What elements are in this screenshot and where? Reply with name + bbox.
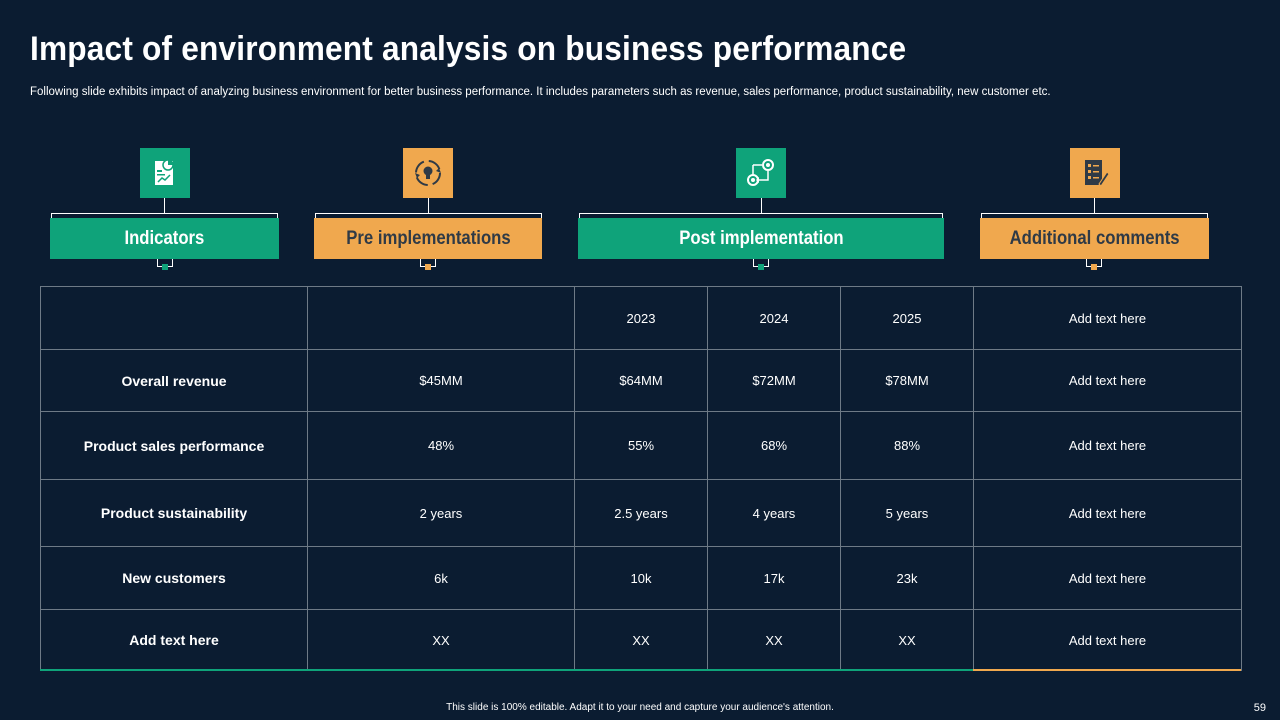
- document-chart-icon: [140, 148, 190, 198]
- pre-cell: 2 years: [307, 479, 575, 547]
- table-cell: [307, 286, 575, 350]
- table-bottom-accent: [40, 669, 573, 671]
- cycle-bulb-icon: [403, 148, 453, 198]
- value-cell: 17k: [707, 546, 841, 610]
- table-bottom-accent: [573, 669, 973, 671]
- pre-cell: $45MM: [307, 349, 575, 412]
- value-cell: $64MM: [574, 349, 708, 412]
- value-cell: 10k: [574, 546, 708, 610]
- footer-note: This slide is 100% editable. Adapt it to…: [446, 702, 834, 713]
- value-cell: 5 years: [840, 479, 974, 547]
- value-cell: 55%: [574, 411, 708, 480]
- page-title: Impact of environment analysis on busine…: [30, 30, 907, 68]
- year-2023-cell: 2023: [574, 286, 708, 350]
- pre-cell: 48%: [307, 411, 575, 480]
- comment-cell: Add text here: [973, 411, 1242, 480]
- comment-cell: Add text here: [973, 609, 1242, 671]
- indicator-cell: New customers: [40, 546, 308, 610]
- header-pre-implementations: Pre implementations: [314, 218, 542, 259]
- year-2025-cell: 2025: [840, 286, 974, 350]
- header-post-implementation: Post implementation: [578, 218, 944, 259]
- comment-cell: Add text here: [973, 286, 1242, 350]
- header-indicators: Indicators: [50, 218, 279, 259]
- value-cell: $72MM: [707, 349, 841, 412]
- table-row: New customers 6k 10k 17k 23k Add text he…: [40, 546, 1242, 610]
- value-cell: XX: [707, 609, 841, 671]
- pre-cell: 6k: [307, 546, 575, 610]
- comment-cell: Add text here: [973, 479, 1242, 547]
- table-row: Overall revenue $45MM $64MM $72MM $78MM …: [40, 349, 1242, 412]
- comment-cell: Add text here: [973, 349, 1242, 412]
- indicator-cell: Product sustainability: [40, 479, 308, 547]
- value-cell: XX: [574, 609, 708, 671]
- indicator-cell: Product sales performance: [40, 411, 308, 480]
- table-row: 2023 2024 2025 Add text here: [40, 286, 1242, 350]
- year-2024-cell: 2024: [707, 286, 841, 350]
- table-row: Add text here XX XX XX XX Add text here: [40, 609, 1242, 671]
- comment-cell: Add text here: [973, 546, 1242, 610]
- indicator-cell: Overall revenue: [40, 349, 308, 412]
- value-cell: $78MM: [840, 349, 974, 412]
- table-cell: [40, 286, 308, 350]
- performance-table: 2023 2024 2025 Add text here Overall rev…: [40, 286, 1242, 671]
- value-cell: 68%: [707, 411, 841, 480]
- checklist-pen-icon: [1070, 148, 1120, 198]
- header-additional-comments: Additional comments: [980, 218, 1209, 259]
- value-cell: 23k: [840, 546, 974, 610]
- page-subtitle: Following slide exhibits impact of analy…: [30, 86, 1051, 98]
- value-cell: 88%: [840, 411, 974, 480]
- table-row: Product sales performance 48% 55% 68% 88…: [40, 411, 1242, 480]
- indicator-cell: Add text here: [40, 609, 308, 671]
- pre-cell: XX: [307, 609, 575, 671]
- value-cell: 4 years: [707, 479, 841, 547]
- table-row: Product sustainability 2 years 2.5 years…: [40, 479, 1242, 547]
- value-cell: XX: [840, 609, 974, 671]
- value-cell: 2.5 years: [574, 479, 708, 547]
- page-number: 59: [1253, 702, 1266, 714]
- process-flow-icon: [736, 148, 786, 198]
- table-bottom-accent: [973, 669, 1241, 671]
